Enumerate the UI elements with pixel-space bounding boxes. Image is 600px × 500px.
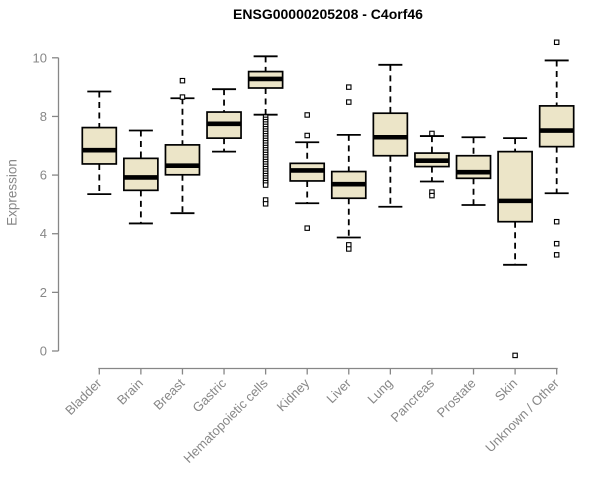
outlier-point <box>346 99 352 105</box>
y-tick-label: 0 <box>40 344 47 359</box>
outlier-point <box>304 225 310 231</box>
iqr-box <box>164 144 201 176</box>
x-tick-label-bladder: Bladder <box>62 375 105 418</box>
outlier-point <box>346 246 352 252</box>
outlier-point <box>304 132 310 139</box>
outlier-point <box>262 201 269 207</box>
y-tick-label: 4 <box>40 226 47 241</box>
iqr-box <box>497 150 533 223</box>
y-tick-label: 8 <box>40 109 47 124</box>
outlier-point <box>553 252 560 258</box>
x-tick-label-brain: Brain <box>114 376 146 408</box>
boxplot-kidney <box>289 112 326 231</box>
outlier-point <box>553 39 560 46</box>
outlier-point <box>429 130 435 137</box>
boxplot-lung <box>372 63 409 208</box>
x-tick-label-pancreas: Pancreas <box>388 375 438 425</box>
x-tick-label-unknown-other: Unknown / Other <box>482 375 562 455</box>
outlier-point <box>179 77 186 84</box>
x-tick-label-prostate: Prostate <box>434 376 479 421</box>
x-tick-label-skin: Skin <box>492 376 520 404</box>
iqr-box <box>123 157 159 192</box>
iqr-box <box>372 112 409 157</box>
x-tick-label-gastric: Gastric <box>189 375 229 415</box>
boxplot-bladder <box>81 90 118 196</box>
outlier-point <box>179 94 186 100</box>
y-axis-label: Expression <box>4 159 20 226</box>
y-tick-label: 10 <box>33 50 47 65</box>
boxplot-pancreas <box>414 130 450 199</box>
boxplot-liver <box>330 84 367 252</box>
boxplot-unknown-other <box>538 39 575 258</box>
boxplot-hematopoietic-cells <box>247 55 284 207</box>
x-tick-label-liver: Liver <box>323 375 354 406</box>
outlier-point <box>553 218 560 225</box>
outlier-point <box>304 112 310 118</box>
boxplot-breast <box>164 77 201 215</box>
iqr-box <box>455 154 492 180</box>
iqr-box <box>81 126 118 165</box>
outlier-point <box>512 352 518 359</box>
outlier-point <box>346 84 352 90</box>
outlier-point <box>429 192 435 199</box>
outlier-point <box>262 182 269 188</box>
y-tick-label: 6 <box>40 168 47 183</box>
outlier-point <box>553 240 560 247</box>
x-tick-label-breast: Breast <box>150 375 187 412</box>
boxplot-skin <box>497 137 533 359</box>
iqr-box <box>538 105 575 148</box>
x-tick-label-lung: Lung <box>364 376 395 407</box>
boxplot-prostate <box>455 136 492 206</box>
chart-title: ENSG00000205208 - C4orf46 <box>233 6 423 22</box>
y-tick-label: 2 <box>40 285 47 300</box>
boxplot-brain <box>123 129 159 225</box>
boxplot-gastric <box>206 88 242 153</box>
x-tick-label-kidney: Kidney <box>274 375 313 414</box>
